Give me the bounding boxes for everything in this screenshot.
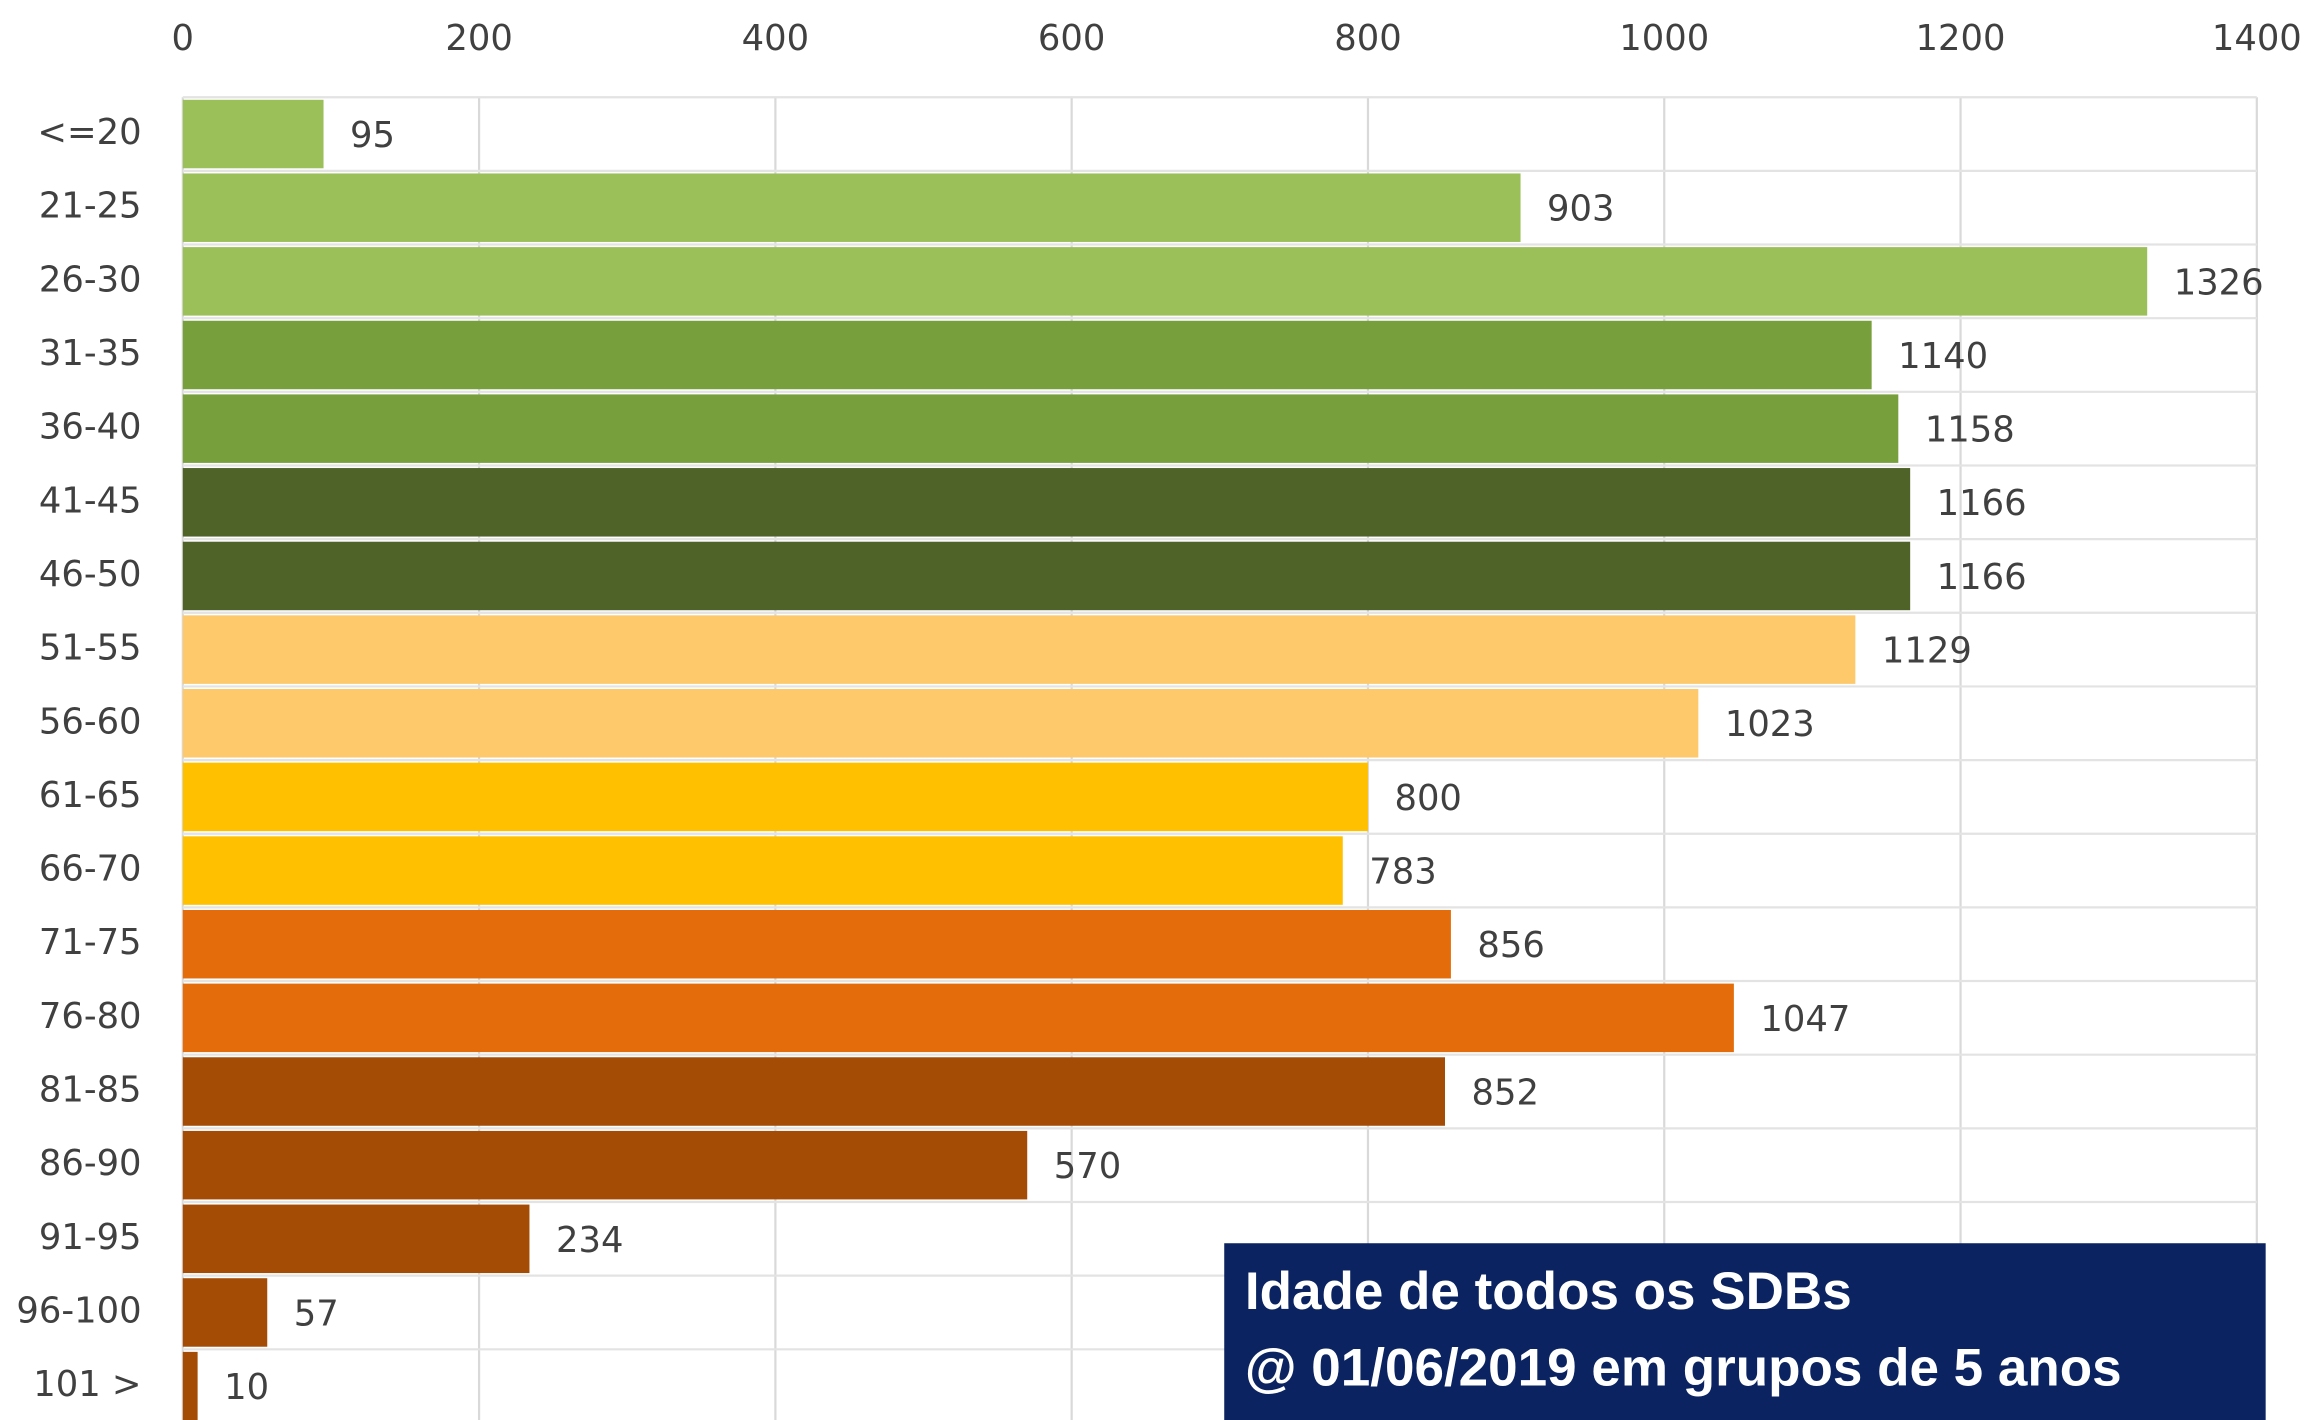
x-tick-label: 200 (445, 18, 512, 59)
y-tick-label: 31-35 (39, 333, 142, 374)
bar (182, 1278, 268, 1347)
value-label: 1129 (1882, 631, 1972, 672)
value-label: 856 (1477, 925, 1544, 966)
bar (182, 394, 1899, 463)
value-label: 800 (1394, 778, 1461, 819)
value-label: 852 (1472, 1072, 1539, 1113)
y-tick-label: 61-65 (39, 775, 142, 816)
x-tick-label: 1000 (1619, 18, 1709, 59)
x-tick-label: 1400 (2212, 18, 2302, 59)
value-label: 10 (224, 1367, 269, 1408)
value-label: 783 (1369, 852, 1436, 893)
y-tick-label: <=20 (37, 112, 141, 153)
bar (182, 468, 1911, 537)
x-tick-label: 600 (1038, 18, 1105, 59)
value-label: 1158 (1925, 410, 2015, 451)
value-label: 1166 (1937, 557, 2027, 598)
y-tick-label: 56-60 (39, 701, 142, 742)
value-label: 1326 (2174, 262, 2264, 303)
y-tick-label: 26-30 (39, 259, 142, 300)
chart-subtitle: @ 01/06/2019 em grupos de 5 anos (1245, 1338, 2122, 1397)
y-tick-label: 66-70 (39, 849, 142, 890)
y-tick-label: 71-75 (39, 922, 142, 963)
x-tick-label: 800 (1334, 18, 1401, 59)
bar (182, 1204, 530, 1274)
value-label: 903 (1547, 189, 1614, 230)
value-label: 234 (556, 1220, 623, 1261)
bar (182, 836, 1343, 905)
bar (182, 1130, 1028, 1200)
chart-title: Idade de todos os SDBs (1245, 1262, 1852, 1321)
bar (182, 99, 324, 169)
x-tick-label: 1200 (1916, 18, 2006, 59)
y-tick-label: 91-95 (39, 1217, 142, 1258)
value-label: 570 (1054, 1146, 1121, 1187)
bar (182, 762, 1368, 832)
x-tick-label: 400 (742, 18, 809, 59)
bar (182, 689, 1699, 758)
bar (182, 983, 1734, 1053)
y-tick-label: 46-50 (39, 554, 142, 595)
bar (182, 615, 1856, 684)
value-label: 1140 (1898, 336, 1988, 377)
value-label: 1047 (1760, 999, 1850, 1040)
y-tick-label: 36-40 (39, 407, 142, 448)
y-tick-label: 81-85 (39, 1070, 142, 1111)
bar (182, 909, 1451, 979)
bar (182, 173, 1521, 242)
value-label: 1166 (1937, 483, 2027, 524)
y-tick-label: 51-55 (39, 628, 142, 669)
bar (182, 541, 1911, 611)
bar (182, 247, 2148, 316)
title-box (1224, 1243, 2266, 1420)
bar (182, 1351, 198, 1420)
bar (182, 320, 1872, 390)
y-tick-label: 96-100 (16, 1290, 141, 1331)
y-tick-label: 41-45 (39, 480, 142, 521)
y-tick-label: 21-25 (39, 186, 142, 227)
value-label: 57 (294, 1293, 339, 1334)
y-tick-label: 101 > (33, 1364, 141, 1405)
y-tick-label: 76-80 (39, 996, 142, 1037)
value-label: 95 (350, 115, 395, 156)
bar (182, 1057, 1445, 1126)
bars: <=20 95 21-25 903 26-30 1326 31-35 1140 36-40 115… (16, 99, 2264, 1420)
x-tick-label: 0 (172, 18, 194, 59)
value-label: 1023 (1725, 704, 1815, 745)
y-tick-label: 86-90 (39, 1143, 142, 1184)
